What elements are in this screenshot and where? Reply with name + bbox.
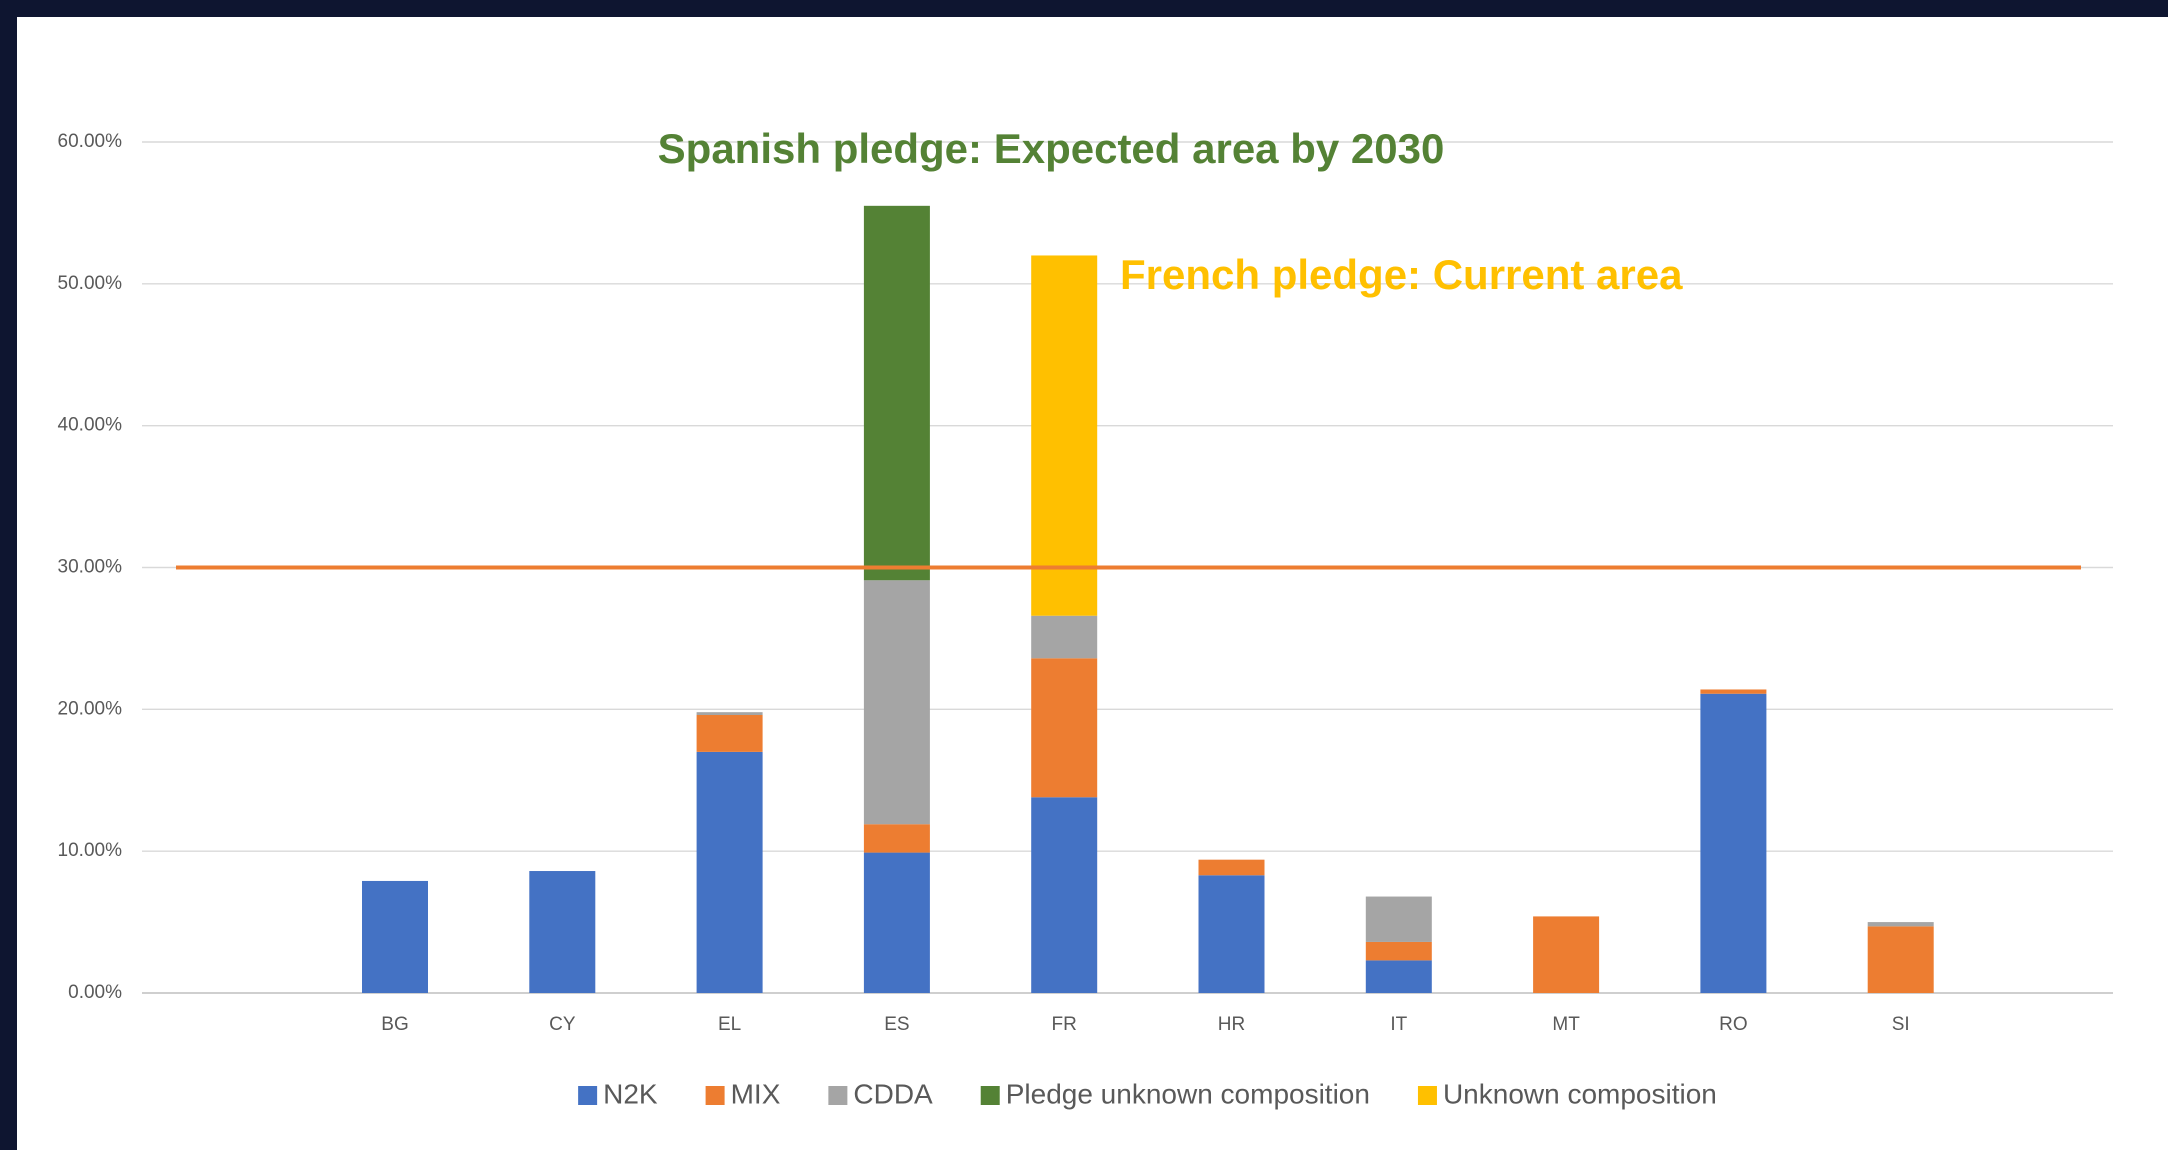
bar-segment xyxy=(1365,941,1432,961)
y-tick-label: 30.00% xyxy=(58,557,123,578)
bar-segment xyxy=(1198,859,1265,876)
y-tick-label: 40.00% xyxy=(58,415,123,436)
bar-segment xyxy=(1365,960,1432,993)
y-tick-label: 0.00% xyxy=(68,982,122,1003)
bar-segment xyxy=(1867,926,1934,993)
bar-segment xyxy=(696,712,763,716)
bar-segment xyxy=(1867,922,1934,927)
annotation: Spanish pledge: Expected area by 2030 xyxy=(658,125,1445,172)
x-tick-label: HR xyxy=(1218,1014,1245,1035)
bar-segment xyxy=(1031,255,1098,616)
bar-segment xyxy=(863,205,930,581)
legend-swatch xyxy=(578,1086,598,1105)
bar-segment xyxy=(1700,689,1767,694)
y-tick-label: 50.00% xyxy=(58,273,123,294)
legend-label: CDDA xyxy=(853,1078,933,1109)
x-tick-label: SI xyxy=(1892,1014,1910,1035)
bar-segment xyxy=(696,715,763,752)
y-tick-label: 10.00% xyxy=(58,840,123,861)
bar-segment xyxy=(1031,797,1098,993)
bar-segment xyxy=(696,751,763,993)
legend-label: Pledge unknown composition xyxy=(1006,1078,1370,1109)
legend-swatch xyxy=(705,1086,725,1105)
bar-segment xyxy=(1198,875,1265,993)
legend-swatch xyxy=(980,1086,1000,1105)
bar-segment xyxy=(529,871,596,993)
annotation: French pledge: Current area xyxy=(1120,251,1683,298)
bar-segment xyxy=(863,580,930,825)
x-tick-label: FR xyxy=(1052,1014,1077,1035)
y-tick-label: 60.00% xyxy=(58,131,123,152)
bar-segment xyxy=(1365,896,1432,942)
x-tick-label: CY xyxy=(549,1014,576,1035)
x-tick-label: EL xyxy=(718,1014,741,1035)
legend-label: Unknown composition xyxy=(1443,1078,1717,1109)
bar-segment xyxy=(362,880,428,993)
x-tick-label: ES xyxy=(884,1014,909,1035)
legend-swatch xyxy=(828,1086,848,1105)
bar-segment xyxy=(1700,693,1767,993)
bar-segment xyxy=(1031,658,1098,798)
bar-segment xyxy=(863,852,930,993)
bar-segment xyxy=(863,824,930,853)
x-tick-label: MT xyxy=(1552,1014,1580,1035)
x-tick-label: RO xyxy=(1719,1014,1748,1035)
legend-swatch xyxy=(1417,1086,1437,1105)
bar-segment xyxy=(1031,615,1098,659)
legend-label: N2K xyxy=(603,1078,658,1109)
x-tick-label: BG xyxy=(381,1014,408,1035)
y-tick-label: 20.00% xyxy=(58,698,123,719)
bar-segment xyxy=(1533,916,1600,993)
legend-label: MIX xyxy=(731,1078,781,1109)
x-tick-label: IT xyxy=(1390,1014,1407,1035)
